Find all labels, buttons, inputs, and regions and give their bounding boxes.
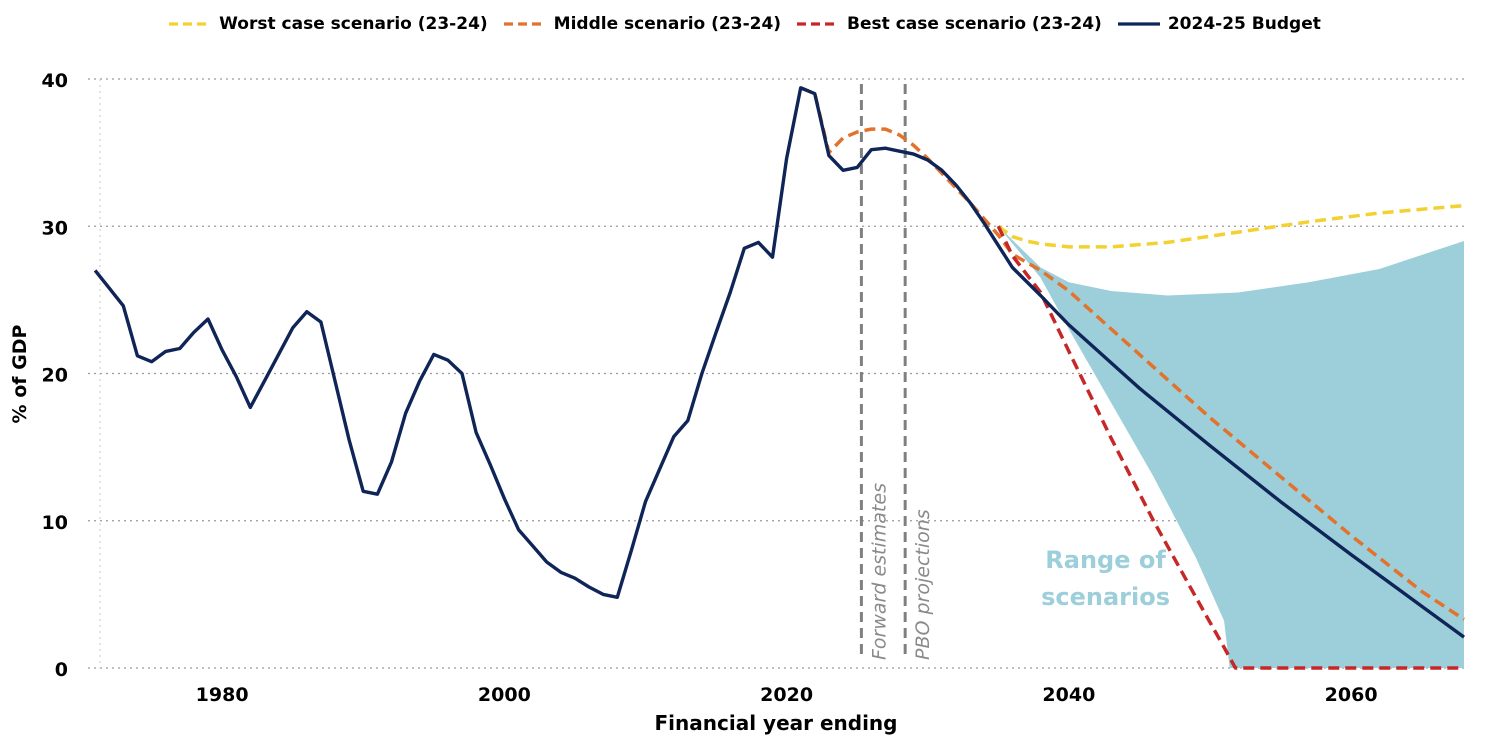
- legend-label: Middle scenario (23-24): [553, 14, 782, 34]
- x-tick-label: 2020: [760, 684, 813, 706]
- series-line-best-case-scenario-23-24: [996, 225, 1464, 670]
- x-axis-title: Financial year ending: [655, 711, 898, 735]
- x-tick-label: 1980: [196, 684, 249, 706]
- series-line-2024-25-budget: [93, 86, 1466, 639]
- x-axis: 1980 2000 2020 2040 2060: [196, 684, 1378, 706]
- y-tick-label: 30: [42, 217, 68, 239]
- x-tick-label: 2000: [478, 684, 531, 706]
- x-tick-label: 2040: [1042, 684, 1095, 706]
- legend-item: 2024-25 Budget: [1116, 14, 1321, 34]
- legend-label: 2024-25 Budget: [1167, 14, 1321, 34]
- y-tick-label: 0: [55, 659, 68, 681]
- legend-swatch: [503, 22, 546, 26]
- legend-label: Worst case scenario (23-24): [219, 14, 488, 34]
- legend-item: Worst case scenario (23-24): [167, 14, 488, 34]
- y-axis-title: % of GDP: [9, 324, 31, 423]
- series-line-worst-case-scenario-23-24: [997, 203, 1465, 249]
- y-tick-label: 20: [42, 365, 68, 387]
- range-of-scenarios-label: Range of scenarios: [1041, 546, 1170, 611]
- x-tick-label: 2060: [1325, 684, 1378, 706]
- legend-swatch: [797, 22, 840, 26]
- legend-item: Middle scenario (23-24): [502, 14, 781, 34]
- y-tick-label: 10: [42, 512, 68, 534]
- y-tick-label: 40: [42, 70, 68, 92]
- legend-swatch: [1117, 22, 1160, 26]
- series-lines: [93, 86, 1466, 670]
- range-of-scenarios: [998, 226, 1464, 669]
- legend-label: Best case scenario (23-24): [847, 14, 1102, 34]
- legend-item: Best case scenario (23-24): [795, 14, 1102, 34]
- y-axis: 0 10 20 30 40: [42, 70, 68, 681]
- range-area: [998, 226, 1464, 669]
- legend-swatch: [169, 22, 212, 26]
- vline-label: Forward estimates: [868, 483, 890, 660]
- vertical-markers: Forward estimates PBO projections: [859, 84, 934, 660]
- vline-label: PBO projections: [912, 509, 934, 660]
- legend: Worst case scenario (23-24) Middle scenar…: [0, 14, 1488, 34]
